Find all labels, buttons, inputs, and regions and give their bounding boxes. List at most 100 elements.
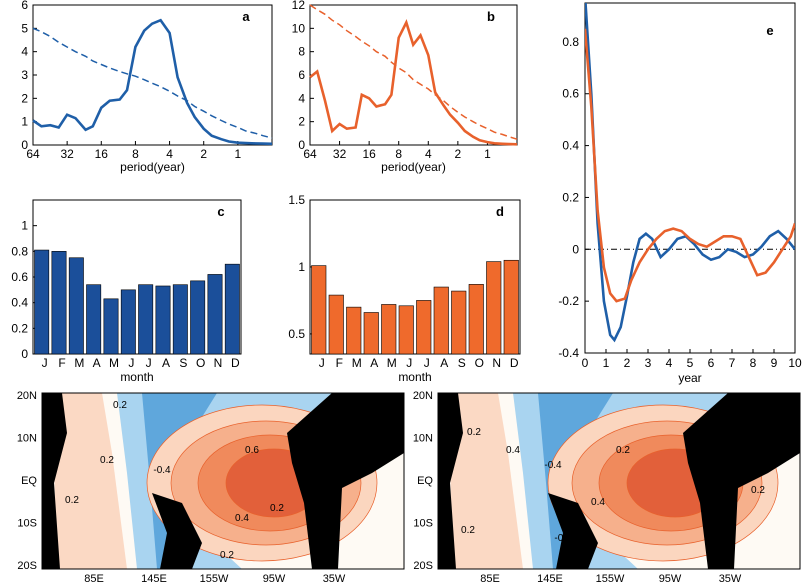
- x-tick-label: D: [510, 356, 519, 370]
- dashed-series-line: [32, 27, 273, 139]
- bar-J: [34, 249, 50, 355]
- y-tick-label: 0: [21, 347, 28, 361]
- y-tick-label: 4: [21, 45, 28, 59]
- map-field: [42, 393, 404, 569]
- contour-label: -0.2: [554, 533, 572, 544]
- y-tick-label: 0.8: [562, 35, 579, 49]
- bar-M: [381, 304, 397, 355]
- lat-label: 10S: [17, 518, 37, 530]
- land-africa: [438, 393, 463, 569]
- y-tick-label: 4: [298, 91, 305, 105]
- x-tick-label: 9: [771, 356, 778, 370]
- lon-label: 95W: [263, 573, 286, 585]
- lon-label: 145E: [537, 573, 563, 585]
- panel-label: a: [242, 9, 250, 24]
- bar-M: [103, 298, 119, 355]
- y-tick-label: 0.6: [562, 87, 579, 101]
- bar-S: [172, 284, 188, 355]
- lon-label: 95W: [659, 573, 682, 585]
- x-tick-label: O: [475, 356, 484, 370]
- bar-J: [311, 265, 327, 355]
- bar-J: [138, 284, 154, 355]
- lat-label: EQ: [417, 475, 433, 487]
- y-tick-label: 2: [298, 115, 305, 129]
- x-tick-label: 16: [362, 147, 376, 161]
- x-tick-label: F: [336, 356, 343, 370]
- x-tick-label: M: [109, 356, 119, 370]
- x-tick-label: F: [58, 356, 65, 370]
- contour-label: -0.4: [173, 545, 191, 556]
- bar-N: [207, 274, 223, 355]
- x-tick-label: J: [319, 356, 325, 370]
- plot-frame: [309, 199, 521, 355]
- panel-label: c: [217, 204, 224, 219]
- x-tick-label: A: [440, 356, 448, 370]
- contour-label: 0.2: [751, 485, 765, 496]
- y-tick-label: 1: [21, 219, 28, 233]
- x-tick-label: 4: [166, 147, 173, 161]
- x-tick-label: 7: [729, 356, 736, 370]
- bar-S: [451, 290, 467, 355]
- x-tick-label: 5: [687, 356, 694, 370]
- map-field: [438, 393, 800, 569]
- lat-label: 20N: [413, 390, 433, 402]
- bar-F: [51, 251, 67, 355]
- plot-frame: [32, 4, 273, 146]
- x-tick-label: 64: [26, 147, 40, 161]
- contour-label: 0.2: [616, 445, 630, 456]
- y-tick-label: 0.8: [11, 244, 28, 258]
- x-tick-label: A: [162, 356, 170, 370]
- panel-g-map: 20N 10N EQ 10S 20S 85E 145E 155W 95W 35W g 0.2 0.4 -0…: [413, 390, 801, 585]
- contour-label: 0.2: [100, 455, 114, 466]
- y-tick-label: 2: [21, 91, 28, 105]
- bar-J: [120, 289, 136, 355]
- lon-label: 155W: [200, 573, 229, 585]
- x-tick-label: 1: [603, 356, 610, 370]
- y-tick-label: 12: [292, 0, 306, 12]
- x-tick-label: J: [128, 356, 134, 370]
- x-tick-label: 64: [303, 147, 317, 161]
- x-tick-label: 6: [708, 356, 715, 370]
- y-tick-label: 1: [298, 260, 305, 274]
- blue-series-line: [585, 3, 795, 343]
- bar-M: [346, 306, 362, 355]
- lat-label: 10N: [413, 433, 433, 445]
- panel-label: f: [380, 425, 385, 441]
- y-tick-label: 0.4: [562, 139, 579, 153]
- panel-label: g: [774, 425, 783, 441]
- x-tick-label: 8: [395, 147, 402, 161]
- y-tick-label: 6: [21, 0, 28, 12]
- contour-label: 0.4: [506, 445, 520, 456]
- x-tick-label: 2: [455, 147, 462, 161]
- cool-region-mid: [142, 393, 217, 569]
- bar-M: [68, 257, 84, 355]
- map-frame: [437, 392, 801, 570]
- contour-label: 0.6: [245, 445, 259, 456]
- y-tick-label: 0: [21, 138, 28, 152]
- contour-label: 0.2: [467, 427, 481, 438]
- x-tick-label: 4: [425, 147, 432, 161]
- contour-label: 0.2: [461, 525, 475, 536]
- bar-D: [224, 263, 240, 355]
- contour-label: -0.4: [544, 460, 562, 471]
- x-axis-label: period(year): [120, 160, 185, 174]
- lon-label: 145E: [141, 573, 167, 585]
- map-frame: [41, 392, 405, 570]
- contour-label: 0.4: [591, 497, 605, 508]
- x-tick-label: 8: [750, 356, 757, 370]
- contour-label: 0.2: [113, 400, 127, 411]
- y-tick-label: 0: [572, 242, 579, 256]
- x-tick-label: M: [387, 356, 397, 370]
- x-tick-label: J: [146, 356, 152, 370]
- warm-band-west: [52, 393, 127, 569]
- x-tick-label: M: [352, 356, 362, 370]
- y-tick-label: 0: [298, 138, 305, 152]
- y-tick-label: 0.4: [11, 296, 28, 310]
- y-tick-label: 5: [21, 21, 28, 35]
- bar-O: [468, 284, 484, 355]
- bar-D: [503, 259, 519, 355]
- land-africa: [42, 393, 67, 569]
- x-tick-label: 0: [582, 356, 589, 370]
